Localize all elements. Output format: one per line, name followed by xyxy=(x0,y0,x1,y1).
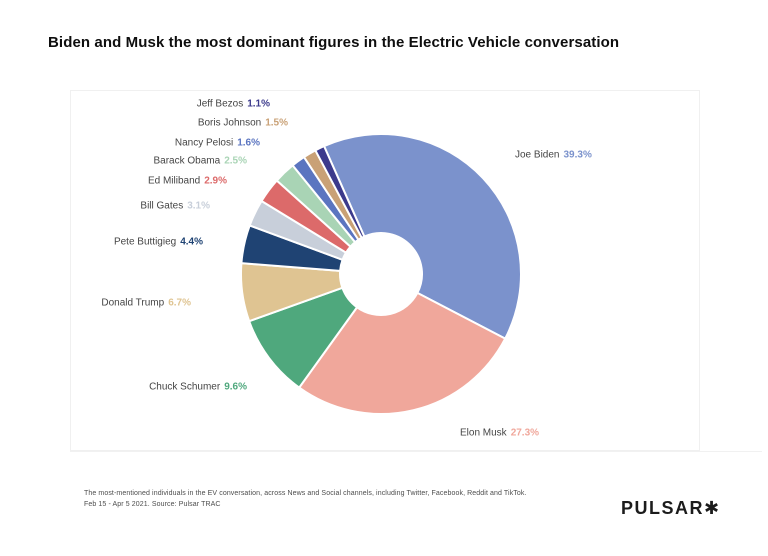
footer-divider xyxy=(70,451,762,452)
donut-slice-elon-musk xyxy=(298,291,507,415)
chart-caption-line2: Feb 15 - Apr 5 2021. Source: Pulsar TRAC xyxy=(84,500,221,508)
chart-title: Biden and Musk the most dominant figures… xyxy=(48,34,620,51)
pulsar-logo-text: PULSAR xyxy=(621,498,705,518)
chart-caption-line1: The most-mentioned individuals in the EV… xyxy=(84,490,527,497)
donut-slice-joe-biden xyxy=(323,133,522,340)
chart-caption: The most-mentioned individuals in the EV… xyxy=(84,489,554,510)
donut-slice-jeff-bezos xyxy=(314,145,366,239)
pulsar-logo: PULSAR✱ xyxy=(621,498,719,519)
chart-panel xyxy=(70,90,700,451)
asterisk-icon: ✱ xyxy=(704,498,720,518)
